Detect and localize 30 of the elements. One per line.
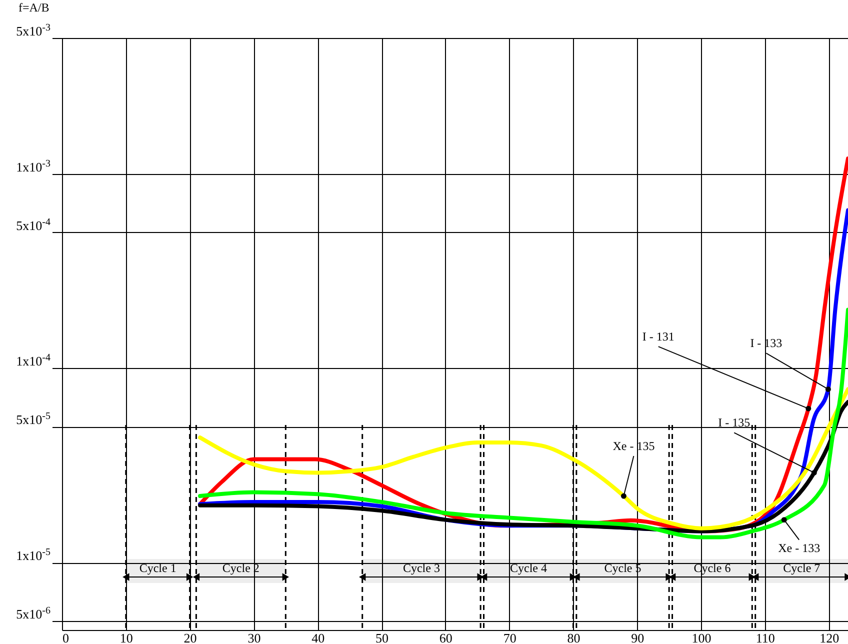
x-tick-label: 120 [820,630,840,644]
y-tick-label: 1x10$^{-4}$ [16,352,50,369]
y-tick-label: 5x10$^{-5}$ [16,410,50,428]
y-tick-label: 5x10$^{-3}$ [16,22,50,38]
y-axis-title: f=A/B [18,0,50,14]
x-tick-label: 40 [312,630,325,644]
annotation: I - 135 [718,416,750,430]
x-tick-label: 0 [62,630,69,644]
annotation: Xe - 133 [778,540,820,555]
band-label: Cycle 4 [510,561,547,575]
y-tick-label: 5x10$^{-6}$ [16,605,50,622]
x-tick-label: 70 [503,630,516,644]
y-tick-label: 1x10$^{-3}$ [16,158,50,174]
band-label: Cycle 7 [783,561,820,575]
x-tick-label: 80 [567,630,580,644]
x-tick-label: 100 [692,630,712,644]
x-tick-label: 30 [248,630,261,644]
x-tick-label: 50 [376,630,389,644]
y-tick-label: 5x10$^{-4}$ [16,216,50,233]
band-label: Cycle 1 [139,561,176,575]
x-tick-label: 10 [120,630,133,644]
y-tick-label: 1x10$^{-5}$ [16,546,50,564]
x-tick-label: 110 [756,630,775,644]
x-tick-label: 60 [439,630,452,644]
x-tick-label: 20 [184,630,197,644]
band-label: Cycle 3 [402,561,440,575]
x-tick-label: 90 [631,630,644,644]
annotation: I - 131 [642,330,674,344]
annotation: Xe - 135 [612,439,655,454]
annotation: I - 133 [750,336,782,350]
